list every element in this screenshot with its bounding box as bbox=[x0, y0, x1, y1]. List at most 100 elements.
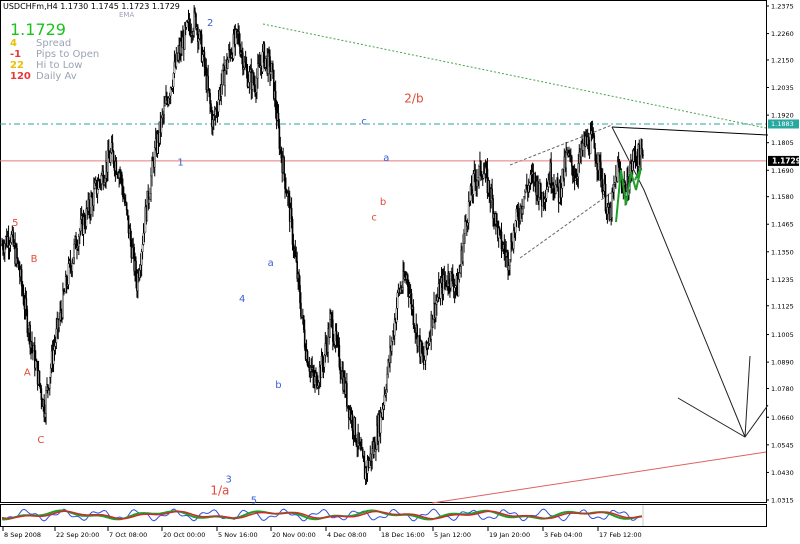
candle-body bbox=[44, 413, 46, 418]
price-tick-label: 1.1005 bbox=[771, 331, 794, 339]
candle-body bbox=[432, 319, 434, 328]
info-value: 4 bbox=[10, 38, 17, 49]
candle-body bbox=[12, 230, 15, 246]
current-price-badge: 1.1729 bbox=[768, 155, 800, 166]
candle-body bbox=[503, 244, 506, 251]
candle-body bbox=[242, 67, 245, 70]
candle-body bbox=[78, 230, 81, 237]
candle-body bbox=[287, 193, 290, 197]
candle-body bbox=[112, 151, 115, 165]
candle-body bbox=[55, 328, 58, 343]
candle-body bbox=[500, 231, 503, 250]
candle-body bbox=[546, 186, 549, 190]
wave-label: B bbox=[31, 254, 38, 265]
candle-body bbox=[160, 117, 163, 134]
candle-body bbox=[67, 263, 70, 285]
candle-body bbox=[507, 251, 509, 271]
candle-body bbox=[215, 109, 218, 112]
candle-body bbox=[498, 227, 501, 231]
candle-body bbox=[100, 175, 103, 184]
candle-body bbox=[109, 152, 112, 163]
candle-body bbox=[346, 383, 348, 407]
trendline-green-descending bbox=[262, 23, 767, 129]
candle-body bbox=[439, 282, 442, 299]
candle-body bbox=[382, 404, 385, 410]
candle-body bbox=[384, 393, 387, 396]
trendline-black-resistance bbox=[611, 126, 769, 136]
candle-body bbox=[17, 258, 19, 262]
candle-body bbox=[153, 147, 156, 168]
candle-body bbox=[601, 179, 604, 195]
candle-body bbox=[485, 167, 488, 170]
candle-body bbox=[514, 220, 517, 233]
candle-body bbox=[283, 157, 285, 175]
trendlines bbox=[262, 23, 769, 504]
candle-body bbox=[617, 161, 620, 166]
candle-body bbox=[606, 206, 609, 215]
candle-body bbox=[161, 114, 164, 119]
candle-body bbox=[358, 432, 360, 444]
candle-body bbox=[107, 149, 109, 173]
price-tick-label: 1.1235 bbox=[771, 276, 794, 284]
candle-body bbox=[234, 29, 237, 45]
candle-body bbox=[470, 185, 473, 196]
wave-label: C bbox=[37, 435, 44, 446]
candle-body bbox=[77, 246, 79, 248]
candle-body bbox=[69, 260, 72, 268]
candle-body bbox=[451, 271, 453, 274]
candle-body bbox=[168, 97, 170, 105]
candle-body bbox=[103, 182, 105, 185]
oscillator-panel-frame bbox=[0, 504, 767, 527]
candle-body bbox=[303, 329, 306, 348]
candle-body bbox=[634, 151, 637, 160]
candle-body bbox=[528, 182, 531, 186]
candle-body bbox=[38, 370, 41, 385]
time-tick-label: 22 Sep 20:00 bbox=[56, 531, 99, 539]
candle-body bbox=[307, 364, 310, 368]
green-wave-lines bbox=[615, 167, 642, 223]
candle-body bbox=[406, 274, 409, 287]
time-axis: 8 Sep 2008 22 Sep 20:00 7 Oct 08:00 20 Oct … bbox=[2, 527, 642, 539]
candle-body bbox=[424, 341, 427, 361]
candle-body bbox=[285, 188, 287, 192]
candle-body bbox=[227, 59, 229, 69]
candle-body bbox=[317, 382, 320, 387]
candle-body bbox=[239, 43, 241, 55]
candle-body bbox=[488, 180, 491, 195]
wave-label: 1 bbox=[177, 157, 183, 168]
wave-label: A bbox=[24, 367, 31, 378]
time-tick-label: 5 Nov 16:00 bbox=[218, 531, 258, 539]
candle-body bbox=[140, 251, 143, 266]
candle-body bbox=[268, 52, 270, 57]
candle-body bbox=[108, 149, 110, 159]
candle-body bbox=[421, 352, 424, 356]
candle-body bbox=[221, 69, 224, 85]
candle-body bbox=[254, 84, 256, 93]
candle-body bbox=[511, 240, 513, 250]
wave-label: 5 bbox=[251, 496, 257, 507]
trendline-red-support bbox=[431, 451, 767, 504]
candle-body bbox=[45, 390, 47, 414]
candle-body bbox=[474, 170, 477, 180]
candle-body bbox=[25, 298, 28, 310]
candle-body bbox=[613, 184, 615, 193]
candle-body bbox=[508, 265, 510, 271]
candle-body bbox=[199, 31, 202, 35]
candle-body bbox=[252, 72, 254, 83]
candle-body bbox=[323, 355, 326, 368]
info-row: 120 Daily Av bbox=[10, 71, 99, 82]
candle-body bbox=[642, 154, 644, 156]
price-tick-label: 1.1690 bbox=[771, 167, 794, 175]
candle-body bbox=[62, 290, 64, 318]
candle-body bbox=[478, 166, 480, 178]
candle-body bbox=[459, 266, 462, 274]
price-axis: 1.2375 1.2260 1.2150 1.2035 1.1920 1.1805 1.16… bbox=[766, 3, 794, 505]
candle-body bbox=[98, 180, 101, 183]
candle-body bbox=[436, 296, 439, 301]
candle-body bbox=[54, 342, 57, 347]
candle-body bbox=[600, 161, 602, 181]
candle-body bbox=[476, 180, 478, 187]
candle-body bbox=[509, 259, 511, 266]
